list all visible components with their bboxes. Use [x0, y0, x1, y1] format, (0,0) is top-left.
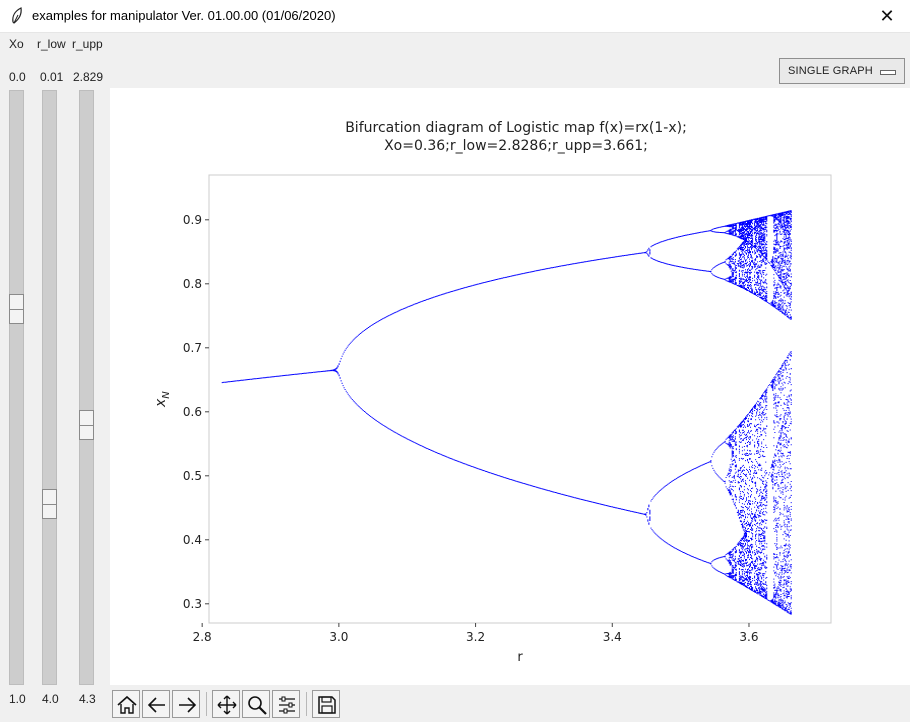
- zoom-icon: [248, 696, 267, 715]
- configure-subplots-button[interactable]: [272, 690, 300, 718]
- slider-xo-thumb[interactable]: [9, 294, 24, 324]
- y-tick-label: 0.8: [183, 277, 202, 291]
- slider-xo-bottom-value: 1.0: [9, 692, 26, 706]
- home-button[interactable]: [112, 690, 140, 718]
- x-tick-label: 3.4: [603, 630, 622, 644]
- x-tick-label: 3.0: [329, 630, 348, 644]
- configure-subplots-icon: [279, 696, 295, 714]
- save-icon: [318, 696, 336, 714]
- x-tick-label: 3.2: [466, 630, 485, 644]
- pan-button[interactable]: [212, 690, 240, 718]
- bifurcation-chart: Bifurcation diagram of Logistic map f(x)…: [153, 120, 832, 665]
- window-titlebar: examples for manipulator Ver. 01.00.00 (…: [0, 0, 910, 33]
- toolbar-separator: [306, 692, 307, 716]
- save-button[interactable]: [312, 690, 340, 718]
- forward-arrow-icon: [179, 697, 197, 713]
- slider-rlow-name: r_low: [37, 37, 66, 51]
- back-arrow-icon: [147, 697, 165, 713]
- chart-subtitle: Xo=0.36;r_low=2.8286;r_upp=3.661;: [384, 138, 648, 154]
- data-points: [221, 210, 792, 615]
- pan-icon: [217, 695, 237, 715]
- slider-xo-name: Xo: [9, 37, 24, 51]
- x-tick-label: 2.8: [193, 630, 212, 644]
- toolbar-separator: [206, 692, 207, 716]
- close-icon[interactable]: ✕: [879, 5, 895, 27]
- x-ticks: 2.8 3.0 3.2 3.4 3.6: [193, 623, 759, 644]
- slider-rlow-top-value: 0.01: [40, 70, 64, 84]
- slider-rlow-bottom-value: 4.0: [42, 692, 59, 706]
- axes-frame: [208, 174, 832, 624]
- slider-rupp-top-value: 2.829: [73, 70, 104, 84]
- slider-xo[interactable]: [9, 90, 24, 685]
- slider-rupp[interactable]: [79, 90, 94, 685]
- forward-button[interactable]: [172, 690, 200, 718]
- chart-title: Bifurcation diagram of Logistic map f(x)…: [345, 120, 687, 136]
- y-tick-label: 0.5: [183, 469, 202, 483]
- plot-area[interactable]: Bifurcation diagram of Logistic map f(x)…: [110, 88, 910, 685]
- y-axis-label-subscript: N: [161, 391, 172, 399]
- single-graph-button[interactable]: SINGLE GRAPH: [779, 58, 905, 84]
- slider-rupp-thumb[interactable]: [79, 410, 94, 440]
- back-button[interactable]: [142, 690, 170, 718]
- y-ticks: 0.3 0.4 0.5 0.6 0.7 0.8 0.9: [183, 213, 209, 611]
- y-tick-label: 0.3: [183, 597, 202, 611]
- slider-rupp-bottom-value: 4.3: [79, 692, 96, 706]
- slider-rlow[interactable]: [42, 90, 57, 685]
- y-tick-label: 0.6: [183, 405, 202, 419]
- plot-toolbar: [110, 687, 910, 722]
- bifurcation-points: [221, 210, 792, 615]
- slider-rupp-name: r_upp: [72, 37, 103, 51]
- slider-rlow-thumb[interactable]: [42, 489, 57, 519]
- window-title: examples for manipulator Ver. 01.00.00 (…: [32, 8, 336, 23]
- slider-xo-top-value: 0.0: [9, 70, 26, 84]
- y-axis-label: xN: [153, 391, 172, 408]
- single-graph-label: SINGLE GRAPH: [788, 65, 873, 77]
- y-tick-label: 0.9: [183, 213, 202, 227]
- zoom-button[interactable]: [242, 690, 270, 718]
- x-axis-label: r: [517, 650, 523, 665]
- option-indicator-icon: [880, 70, 896, 75]
- x-tick-label: 3.6: [739, 630, 758, 644]
- y-tick-label: 0.4: [183, 533, 202, 547]
- feather-icon: [12, 7, 22, 24]
- y-axis-label-group: xN: [153, 391, 172, 408]
- home-icon: [117, 695, 137, 714]
- y-tick-label: 0.7: [183, 341, 202, 355]
